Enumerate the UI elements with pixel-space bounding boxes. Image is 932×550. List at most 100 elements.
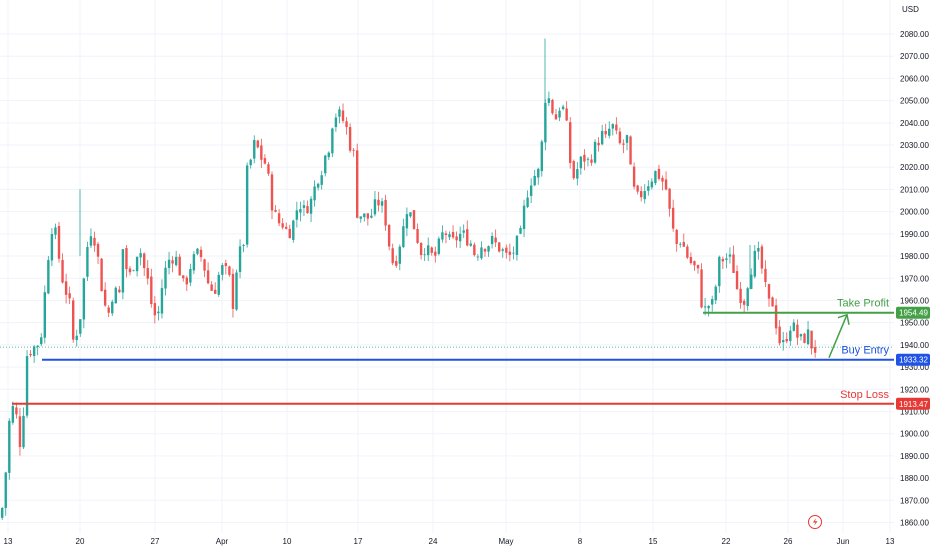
candle-body — [778, 326, 781, 344]
candle-body — [551, 99, 554, 114]
take-profit-label: Take Profit — [837, 298, 889, 310]
candle-body — [281, 223, 284, 228]
candle-body — [111, 301, 114, 314]
candle-body — [50, 233, 54, 261]
candle-body — [89, 236, 93, 246]
candle-body — [125, 248, 128, 270]
candle-body — [352, 149, 355, 151]
candle-body — [416, 228, 419, 243]
candle-body — [15, 407, 18, 415]
candle-body — [43, 292, 46, 338]
candle-body — [427, 245, 430, 256]
candle-body — [526, 197, 529, 207]
candle-body — [295, 210, 299, 220]
candle-body — [189, 268, 192, 283]
candle-body — [341, 110, 345, 121]
candle-body — [61, 259, 64, 283]
candle-body — [813, 347, 817, 353]
candle-body — [167, 259, 171, 268]
candle-body — [285, 226, 288, 229]
candle-body — [760, 246, 764, 269]
candle-body — [231, 273, 235, 309]
candle-body — [214, 289, 217, 294]
candle-body — [508, 251, 512, 255]
candle-body — [118, 289, 121, 293]
y-tick-label: 2050.00 — [900, 97, 929, 106]
candle-body — [373, 199, 377, 215]
candle-body — [522, 205, 526, 229]
buy-entry-price-text: 1933.32 — [899, 356, 928, 365]
candle-body — [412, 210, 416, 230]
tradingview-logo-icon[interactable] — [808, 515, 822, 529]
candle-body — [306, 206, 309, 214]
y-tick-label: 1940.00 — [900, 341, 929, 350]
candle-body — [380, 201, 384, 206]
candle-body — [405, 214, 409, 229]
candle-body — [576, 169, 579, 179]
candle-body — [153, 303, 157, 316]
candle-body — [302, 205, 306, 208]
candle-body — [128, 268, 132, 273]
candle-body — [732, 254, 735, 273]
y-tick-label: 1930.00 — [900, 363, 929, 372]
candle-body — [139, 253, 142, 258]
candle-body — [160, 288, 164, 314]
candle-body — [437, 238, 441, 254]
candle-body — [569, 122, 572, 163]
price-axis[interactable]: 1860.00 1870.00 1880.00 1890.00 1900.00 1910.… — [900, 30, 929, 528]
candle-body — [366, 213, 370, 219]
x-tick-label: 24 — [429, 537, 438, 546]
candle-body — [565, 108, 568, 121]
candle-body — [483, 248, 487, 252]
x-tick-label: Apr — [216, 537, 229, 546]
candle-body — [221, 265, 224, 275]
candle-body — [654, 170, 657, 184]
candle-body — [334, 117, 338, 128]
candle-body — [434, 251, 437, 256]
candle-body — [249, 159, 252, 166]
candle-body — [75, 335, 78, 341]
candle-body — [718, 256, 721, 287]
currency-label: USD — [902, 5, 919, 14]
y-tick-label: 1960.00 — [900, 296, 929, 305]
candle-body — [363, 213, 366, 218]
candle-body — [174, 256, 178, 266]
candle-body — [338, 109, 341, 117]
candle-body — [455, 236, 458, 241]
candle-body — [458, 233, 462, 242]
candle-body — [771, 297, 774, 307]
candle-body — [40, 337, 43, 345]
candle-body — [135, 256, 139, 272]
x-tick-label: 13 — [4, 537, 13, 546]
take-profit-price-tag — [896, 306, 930, 319]
y-tick-label: 2080.00 — [900, 30, 929, 39]
candle-body — [661, 177, 664, 182]
candle-body — [487, 246, 490, 252]
candle-body — [185, 277, 188, 285]
candle-body — [668, 188, 671, 209]
candle-body — [242, 245, 245, 246]
candle-body — [377, 199, 380, 206]
x-tick-label: 10 — [283, 537, 292, 546]
candle-body — [29, 353, 32, 356]
candle-body — [586, 158, 590, 160]
candle-body — [79, 319, 82, 334]
candle-body — [86, 246, 89, 277]
y-tick-label: 1860.00 — [900, 519, 929, 528]
candle-body — [693, 261, 696, 266]
candle-body — [764, 268, 767, 282]
candle-body — [785, 338, 788, 342]
candle-body — [178, 256, 181, 276]
candle-body — [515, 235, 519, 255]
candle-body — [647, 186, 650, 191]
candle-body — [238, 246, 242, 272]
time-axis[interactable]: 13 20 27 Apr 10 17 24 May 8 15 22 26 Jun 13 — [4, 537, 895, 546]
candle-body — [82, 278, 86, 320]
candle-body — [540, 141, 543, 172]
candle-body — [32, 346, 36, 356]
candle-body — [622, 143, 625, 145]
candle-body — [611, 124, 614, 129]
candle-body — [519, 227, 522, 234]
candle-body — [47, 260, 50, 294]
